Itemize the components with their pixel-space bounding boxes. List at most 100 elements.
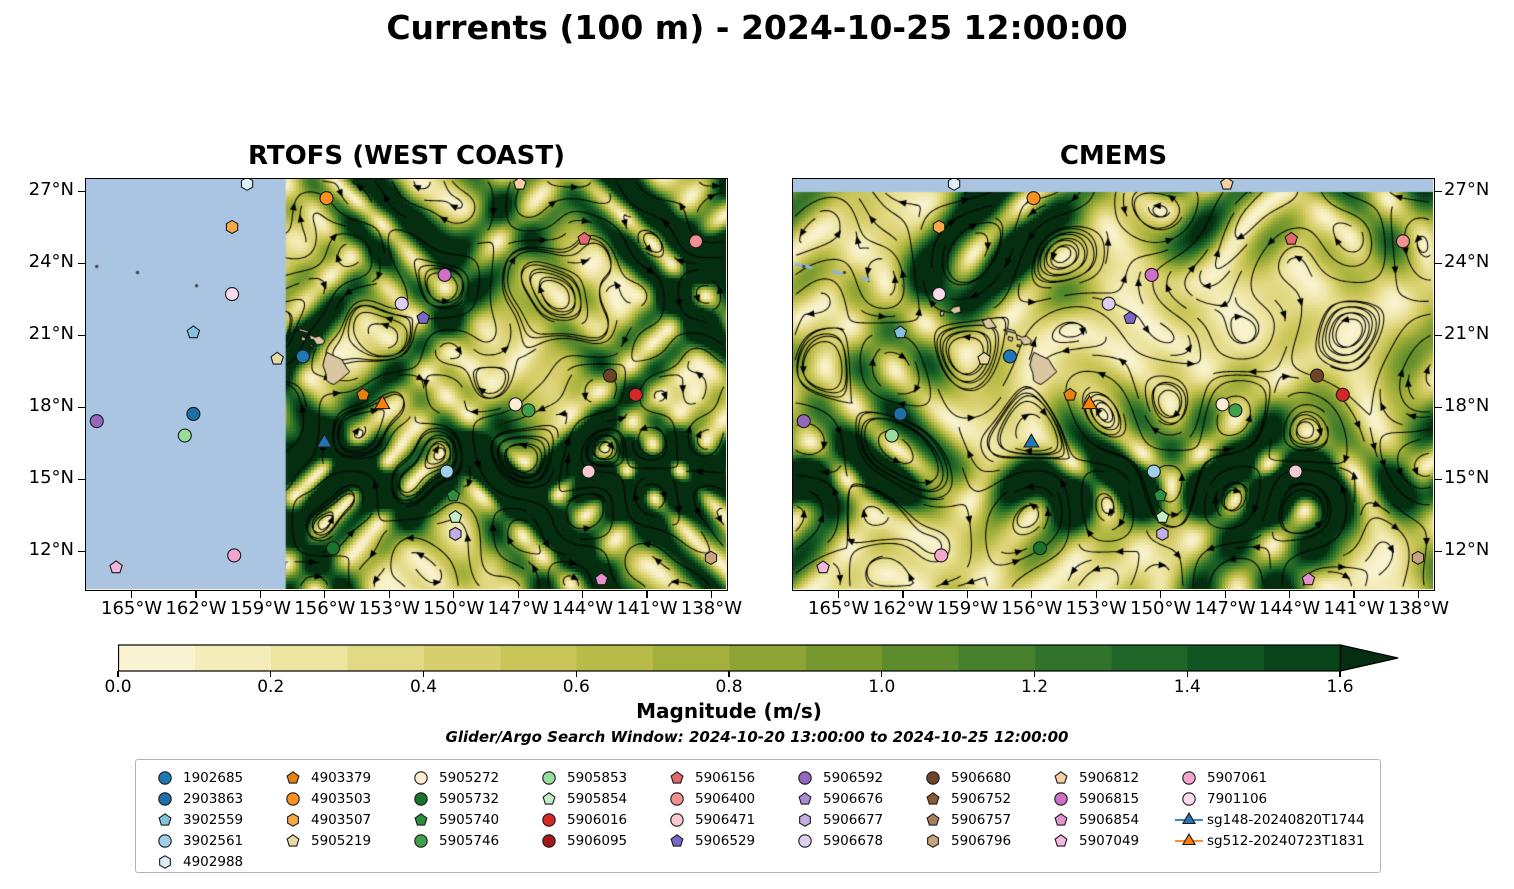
- legend-entry-label: 5906757: [951, 811, 1012, 828]
- legend-circle-marker-icon: [542, 812, 556, 827]
- colorbar-tick: [117, 671, 119, 677]
- lon-axis-tick: [1095, 591, 1097, 598]
- legend-entry-label: 5906471: [695, 811, 756, 828]
- float-marker-5906815: [1144, 267, 1159, 282]
- legend-entry-label: 5905854: [567, 790, 628, 807]
- float-marker-5906796: [1411, 550, 1425, 565]
- legend-entry: 5906592: [790, 767, 918, 788]
- legend-column: 5906156 5906400 5906471 5906529: [662, 767, 790, 851]
- lon-axis-tick: [1031, 591, 1033, 598]
- legend-entry: 5906095: [534, 830, 662, 851]
- legend-circle-marker-icon: [158, 833, 172, 848]
- float-marker-5905732: [325, 541, 341, 556]
- float-marker-5905219: [977, 351, 991, 365]
- lon-tick-label: 156°W: [1001, 598, 1063, 619]
- lon-tick-label: 153°W: [1065, 598, 1127, 619]
- float-marker-5906677: [1156, 526, 1169, 541]
- legend-entry-label: 5906678: [823, 832, 884, 849]
- lon-tick-label: 141°W: [1323, 598, 1385, 619]
- legend-entry-label: 4902988: [183, 853, 244, 870]
- float-marker-5906678: [394, 296, 409, 311]
- legend-entry-label: sg148-20240820T1744: [1207, 811, 1365, 828]
- legend-entry: 5906676: [790, 788, 918, 809]
- float-marker-5905732: [1032, 541, 1048, 556]
- legend-entry: 5905746: [406, 830, 534, 851]
- float-marker-5906815: [437, 267, 452, 282]
- lon-tick-label: 156°W: [294, 598, 356, 619]
- float-marker-5906529: [1123, 310, 1138, 324]
- legend-pentagon-marker-icon: [286, 833, 300, 847]
- lon-axis-tick: [195, 591, 197, 598]
- legend-entry-label: 5907049: [1079, 832, 1140, 849]
- float-marker-5906471: [1288, 464, 1303, 479]
- colorbar-tick-label: 0.4: [409, 677, 438, 697]
- float-marker-5907049: [109, 560, 123, 574]
- legend-pentagon-marker-icon: [542, 791, 556, 805]
- lat-axis-tick: [1435, 550, 1442, 552]
- float-marker-3902559: [893, 325, 908, 339]
- legend-entry-label: 5906680: [951, 769, 1012, 786]
- lat-tick-label: 27°N: [28, 179, 74, 201]
- float-marker-5906854: [594, 572, 609, 586]
- lat-tick-label: 27°N: [1444, 179, 1490, 201]
- legend-entry-label: 3902561: [183, 832, 244, 849]
- float-marker-5906592: [89, 414, 104, 429]
- float-marker-5906854: [1301, 572, 1316, 586]
- lon-axis-tick: [517, 591, 519, 598]
- float-marker-4903503: [1026, 191, 1041, 206]
- legend-entry: 5906854: [1046, 809, 1174, 830]
- legend-entry: 1902685: [150, 767, 278, 788]
- colorbar-tick: [575, 671, 577, 677]
- legend-glider-triangle-marker-icon: [1175, 832, 1203, 845]
- float-marker-5905854: [448, 509, 463, 523]
- legend-hexagon-marker-icon: [287, 812, 299, 827]
- float-marker-5906016: [1335, 387, 1350, 402]
- legend-entry-label: 4903379: [311, 769, 372, 786]
- legend-entry: 5905272: [406, 767, 534, 788]
- colorbar-tick-label: 0.0: [104, 677, 132, 697]
- float-marker-5906812: [1219, 179, 1234, 190]
- legend-circle-marker-icon: [1182, 791, 1196, 806]
- legend-circle-marker-icon: [286, 791, 300, 806]
- legend-entry-label: 5907061: [1207, 769, 1268, 786]
- lat-axis-tick: [1435, 262, 1442, 264]
- legend-pentagon-marker-icon: [1054, 770, 1068, 784]
- lon-axis-tick: [1417, 591, 1420, 598]
- float-marker-3902561: [439, 464, 454, 479]
- legend-entry-label: 4903503: [311, 790, 372, 807]
- legend-entry-label: 1902685: [183, 769, 244, 786]
- legend-circle-marker-icon: [670, 812, 684, 827]
- legend-entry-label: 5906529: [695, 832, 756, 849]
- float-marker-5905746: [1228, 403, 1243, 418]
- legend-circle-marker-icon: [926, 770, 940, 785]
- legend-entry-label: 5905746: [439, 832, 500, 849]
- lon-tick-label: 165°W: [101, 598, 163, 619]
- colorbar-tick-label: 1.2: [1020, 677, 1049, 697]
- legend-entry-label: 5906095: [567, 832, 628, 849]
- legend-pentagon-marker-icon: [670, 833, 684, 847]
- float-marker-5905853: [884, 428, 899, 443]
- colorbar-tick: [270, 671, 272, 677]
- float-marker-2903863: [893, 406, 908, 422]
- float-marker-3902561: [1146, 464, 1161, 479]
- legend-entry-label: 5906854: [1079, 811, 1140, 828]
- legend-circle-marker-icon: [1182, 770, 1196, 785]
- float-marker-5906400: [688, 234, 703, 249]
- float-marker-4903507: [932, 219, 946, 235]
- colorbar-tick-label: 1.6: [1326, 677, 1354, 697]
- colorbar-tick-label: 1.4: [1173, 677, 1201, 697]
- legend-circle-marker-icon: [414, 833, 428, 848]
- panel-title-cmems: CMEMS: [1059, 141, 1168, 171]
- legend-entry-label: 5906400: [695, 790, 756, 807]
- legend-entry: 5906752: [918, 788, 1046, 809]
- legend-entry-label: 5906677: [823, 811, 884, 828]
- glider-marker-sg148-20240820T1744: [316, 433, 333, 448]
- float-marker-1902685: [1002, 349, 1017, 364]
- panel-title-rtofs: RTOFS (WEST COAST): [247, 141, 565, 171]
- lon-axis-tick: [388, 591, 390, 598]
- colorbar-tick-label: 1.0: [868, 677, 896, 697]
- legend-pentagon-marker-icon: [158, 812, 172, 826]
- float-marker-5905219: [270, 351, 284, 365]
- glider-marker-sg512-20240723T1831: [1081, 394, 1098, 410]
- lon-axis-tick: [902, 591, 904, 598]
